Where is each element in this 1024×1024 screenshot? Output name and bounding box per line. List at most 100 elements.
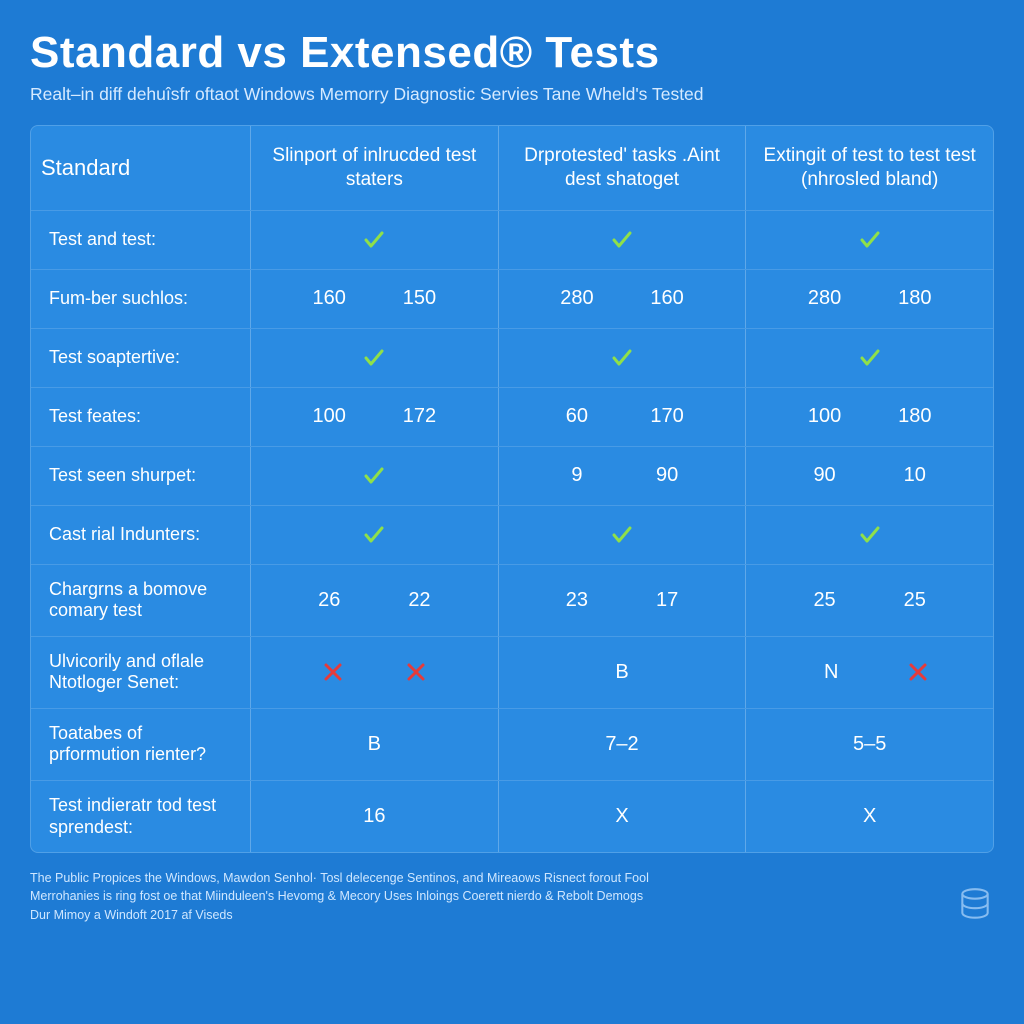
table-cell [499, 211, 747, 269]
cell-value: 5–5 [853, 733, 886, 756]
cell-value: 7–2 [605, 733, 638, 756]
cell-value: B [615, 661, 628, 684]
cell-value: 16 [363, 805, 385, 828]
table-cell: 160 150 [251, 270, 499, 328]
cell-value: 25 [803, 589, 847, 612]
table-cell [746, 329, 993, 387]
cell-value: 172 [397, 405, 441, 428]
check-icon [360, 523, 388, 547]
table-row: Fum-ber suchlos: 160 150 280 160 280 180 [31, 270, 993, 329]
cell-value: 26 [307, 589, 351, 612]
footer-line: Merrohanies is ring fost oe that Miindul… [30, 889, 643, 903]
col-header-1: Slinport of inlrucded test staters [251, 126, 499, 210]
footer-line: Dur Mimoy a Windoft 2017 af Viseds [30, 908, 233, 922]
table-cell: 60 170 [499, 388, 747, 446]
table-cell: 7–2 [499, 709, 747, 780]
table-row: Toatabes of prformution rienter? B 7–2 5–5 [31, 709, 993, 781]
cell-value: 160 [645, 287, 689, 310]
table-cell [499, 506, 747, 564]
database-icon [956, 886, 994, 924]
footer-text: The Public Propices the Windows, Mawdon … [30, 869, 932, 923]
cell-value: 280 [803, 287, 847, 310]
cell-value: 90 [645, 464, 689, 487]
check-icon [856, 523, 884, 547]
cell-value: 25 [893, 589, 937, 612]
table-cell: N [746, 637, 993, 708]
row-label: Chargrns a bomove comary test [31, 565, 251, 636]
table-cell [251, 447, 499, 505]
table-row: Chargrns a bomove comary test26222317252… [31, 565, 993, 637]
table-cell: B [251, 709, 499, 780]
check-icon [608, 523, 636, 547]
row-label: Cast rial Indunters: [31, 506, 251, 564]
cell-value: 170 [645, 405, 689, 428]
table-cell: 16 [251, 781, 499, 852]
cell-value: X [615, 805, 628, 828]
table-header-row: Standard Slinport of inlrucded test stat… [31, 126, 993, 211]
cell-value: B [368, 733, 381, 756]
table-cell [251, 506, 499, 564]
cell-value: 180 [893, 287, 937, 310]
row-label: Test and test: [31, 211, 251, 269]
page-subtitle: Realt–in diff dehuîsfr oftaot Windows Me… [30, 84, 994, 105]
footer: The Public Propices the Windows, Mawdon … [30, 869, 994, 923]
table-row: Test feates: 100 172 60 170 100 180 [31, 388, 993, 447]
row-label: Test soaptertive: [31, 329, 251, 387]
row-label: Test feates: [31, 388, 251, 446]
cross-icon [906, 660, 930, 684]
row-label: Toatabes of prformution rienter? [31, 709, 251, 780]
table-cell: 26 22 [251, 565, 499, 636]
row-label: Test indieratr tod test sprendest: [31, 781, 251, 852]
cell-value: 23 [555, 589, 599, 612]
cell-value: 160 [307, 287, 351, 310]
row-label: Ulvicorily and oflale Ntotloger Senet: [31, 637, 251, 708]
check-icon [360, 464, 388, 488]
cell-value: 150 [397, 287, 441, 310]
table-cell: 5–5 [746, 709, 993, 780]
row-label: Test seen shurpet: [31, 447, 251, 505]
row-label: Fum-ber suchlos: [31, 270, 251, 328]
footer-line: The Public Propices the Windows, Mawdon … [30, 871, 649, 885]
table-cell: 990 [499, 447, 747, 505]
table-row: Ulvicorily and oflale Ntotloger Senet: B N [31, 637, 993, 709]
comparison-table: Standard Slinport of inlrucded test stat… [30, 125, 994, 853]
table-row: Test indieratr tod test sprendest: 16 X X [31, 781, 993, 852]
table-cell [251, 211, 499, 269]
cell-value: 22 [397, 589, 441, 612]
check-icon [856, 228, 884, 252]
cell-value: 100 [307, 405, 351, 428]
table-row: Cast rial Indunters: [31, 506, 993, 565]
table-cell [251, 637, 499, 708]
cell-value: 10 [893, 464, 937, 487]
table-row: Test and test: [31, 211, 993, 270]
cell-value: N [809, 661, 853, 684]
table-row: Test seen shurpet:9909010 [31, 447, 993, 506]
table-cell [251, 329, 499, 387]
table-cell: 25 25 [746, 565, 993, 636]
check-icon [856, 346, 884, 370]
table-cell [746, 506, 993, 564]
cell-value: 17 [645, 589, 689, 612]
table-cell: 100 180 [746, 388, 993, 446]
table-cell: 280 180 [746, 270, 993, 328]
table-cell: B [499, 637, 747, 708]
table-cell: X [746, 781, 993, 852]
cell-value: 60 [555, 405, 599, 428]
cell-value: 90 [803, 464, 847, 487]
cell-value: 180 [893, 405, 937, 428]
table-cell [746, 211, 993, 269]
table-cell: 23 17 [499, 565, 747, 636]
table-row: Test soaptertive: [31, 329, 993, 388]
check-icon [608, 346, 636, 370]
table-cell: 280 160 [499, 270, 747, 328]
cell-value: 280 [555, 287, 599, 310]
check-icon [608, 228, 636, 252]
col-header-3: Extingit of test to test test (nhrosled … [746, 126, 993, 210]
col-header-standard: Standard [31, 126, 251, 210]
cross-icon [404, 660, 428, 684]
cell-value: 100 [803, 405, 847, 428]
table-cell: X [499, 781, 747, 852]
table-cell: 90 10 [746, 447, 993, 505]
col-header-2: Drprotested' tasks .Aint dest shatoget [499, 126, 747, 210]
check-icon [360, 346, 388, 370]
